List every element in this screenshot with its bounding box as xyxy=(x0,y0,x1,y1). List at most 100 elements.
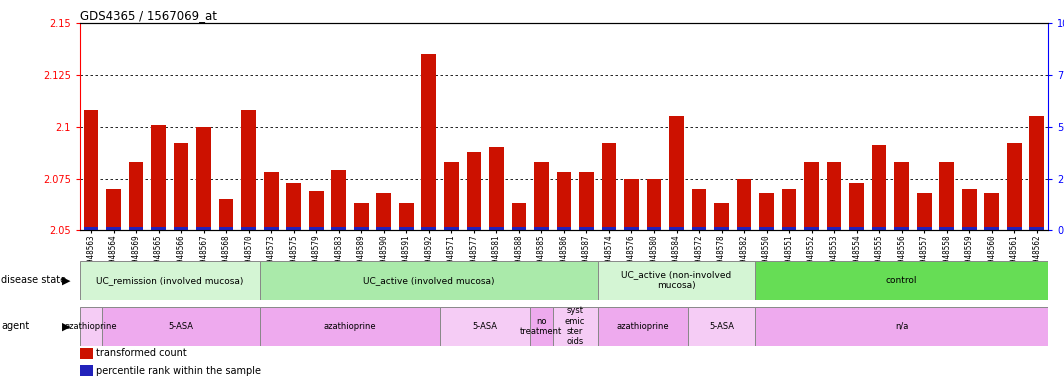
Bar xyxy=(647,227,662,230)
Bar xyxy=(489,227,503,230)
Bar xyxy=(129,227,144,230)
Bar xyxy=(917,193,931,230)
Bar xyxy=(444,162,459,230)
Bar xyxy=(260,261,598,300)
Bar xyxy=(331,227,346,230)
Bar xyxy=(984,193,999,230)
Bar xyxy=(804,227,819,230)
Text: azathioprine: azathioprine xyxy=(616,322,669,331)
Bar xyxy=(106,189,121,230)
Bar xyxy=(625,227,638,230)
Bar xyxy=(601,143,616,230)
Bar xyxy=(895,162,909,230)
Bar xyxy=(625,179,638,230)
Text: ▶: ▶ xyxy=(62,275,70,285)
Bar xyxy=(782,227,797,230)
Bar xyxy=(755,307,1048,346)
Bar xyxy=(871,227,886,230)
Bar xyxy=(197,127,211,230)
Text: UC_active (involved mucosa): UC_active (involved mucosa) xyxy=(363,276,495,285)
Text: syst
emic
ster
oids: syst emic ster oids xyxy=(565,306,585,346)
Bar xyxy=(579,172,594,230)
Bar xyxy=(827,227,842,230)
Bar xyxy=(917,227,931,230)
Bar xyxy=(871,146,886,230)
Bar xyxy=(377,227,392,230)
Bar xyxy=(647,179,662,230)
Text: ▶: ▶ xyxy=(62,321,70,331)
Bar xyxy=(1030,116,1044,230)
Bar xyxy=(940,227,954,230)
Text: UC_active (non-involved
mucosa): UC_active (non-involved mucosa) xyxy=(621,271,732,290)
Bar xyxy=(421,54,436,230)
Bar xyxy=(940,162,954,230)
Bar xyxy=(242,227,256,230)
Bar xyxy=(354,204,368,230)
Bar xyxy=(669,227,684,230)
Bar xyxy=(512,204,527,230)
Bar xyxy=(849,183,864,230)
Bar xyxy=(102,307,260,346)
Text: transformed count: transformed count xyxy=(96,348,186,358)
Bar xyxy=(534,227,549,230)
Bar xyxy=(1007,143,1021,230)
Bar xyxy=(489,147,503,230)
Text: GDS4365 / 1567069_at: GDS4365 / 1567069_at xyxy=(80,9,217,22)
Bar xyxy=(219,227,233,230)
Text: azathioprine: azathioprine xyxy=(323,322,377,331)
Bar xyxy=(242,110,256,230)
Text: 5-ASA: 5-ASA xyxy=(472,322,498,331)
Bar xyxy=(173,143,188,230)
Bar xyxy=(466,152,481,230)
Bar xyxy=(1007,227,1021,230)
Bar xyxy=(399,227,414,230)
Text: no
treatment: no treatment xyxy=(520,317,563,336)
Bar xyxy=(530,307,552,346)
Bar xyxy=(466,227,481,230)
Bar xyxy=(354,227,368,230)
Bar xyxy=(984,227,999,230)
Bar xyxy=(687,307,755,346)
Bar xyxy=(151,125,166,230)
Bar xyxy=(849,227,864,230)
Bar xyxy=(286,183,301,230)
Bar xyxy=(669,116,684,230)
Bar xyxy=(760,193,774,230)
Bar xyxy=(714,227,729,230)
Text: n/a: n/a xyxy=(895,322,909,331)
Bar xyxy=(1030,227,1044,230)
Bar xyxy=(331,170,346,230)
Bar xyxy=(219,199,233,230)
Bar xyxy=(804,162,819,230)
Bar xyxy=(106,227,121,230)
Bar xyxy=(260,307,440,346)
Text: 5-ASA: 5-ASA xyxy=(168,322,194,331)
Bar xyxy=(399,204,414,230)
Bar xyxy=(755,261,1048,300)
Bar xyxy=(895,227,909,230)
Bar xyxy=(421,227,436,230)
Bar xyxy=(736,227,751,230)
Bar xyxy=(151,227,166,230)
Bar xyxy=(197,227,211,230)
Bar xyxy=(692,189,706,230)
Bar xyxy=(714,204,729,230)
Text: control: control xyxy=(886,276,917,285)
Bar xyxy=(579,227,594,230)
Bar xyxy=(264,227,279,230)
Bar xyxy=(286,227,301,230)
Text: disease state: disease state xyxy=(1,275,66,285)
Bar xyxy=(760,227,774,230)
Bar xyxy=(556,172,571,230)
Bar xyxy=(552,307,598,346)
Bar xyxy=(84,110,98,230)
Bar xyxy=(264,172,279,230)
Text: percentile rank within the sample: percentile rank within the sample xyxy=(96,366,261,376)
Text: agent: agent xyxy=(1,321,30,331)
Bar xyxy=(129,162,144,230)
Bar xyxy=(598,261,755,300)
Bar xyxy=(962,189,977,230)
Bar xyxy=(782,189,797,230)
Bar xyxy=(556,227,571,230)
Bar xyxy=(309,191,323,230)
